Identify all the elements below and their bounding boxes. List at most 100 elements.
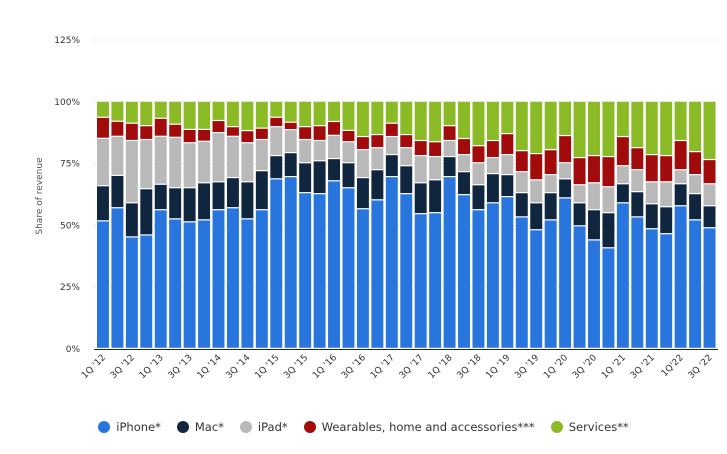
bar-segment-iphone[interactable] [183,222,196,348]
bar-segment-ipad[interactable] [111,136,124,175]
bar-segment-iphone[interactable] [342,188,355,348]
bar-segment-wearables-home-and-accessories[interactable] [97,117,109,138]
bar-segment-wearables-home-and-accessories[interactable] [400,135,413,148]
bar-segment-iphone[interactable] [212,210,225,348]
bar-segment-wearables-home-and-accessories[interactable] [342,130,355,142]
bar-segment-mac[interactable] [602,213,615,248]
bar-segment-wearables-home-and-accessories[interactable] [198,129,211,141]
bar-segment-services[interactable] [486,101,499,140]
bar-segment-iphone[interactable] [458,195,470,348]
bar-segment-ipad[interactable] [342,142,355,163]
bar-segment-ipad[interactable] [674,170,687,184]
bar-segment-iphone[interactable] [385,177,398,348]
bar-segment-ipad[interactable] [241,143,254,182]
bar-segment-services[interactable] [501,101,514,133]
bar-segment-wearables-home-and-accessories[interactable] [125,123,138,140]
bar-segment-ipad[interactable] [198,141,211,183]
bar-segment-mac[interactable] [299,163,312,193]
bar-segment-wearables-home-and-accessories[interactable] [573,158,586,185]
bar-segment-services[interactable] [342,101,355,130]
bar-segment-iphone[interactable] [573,226,586,348]
bar-segment-services[interactable] [111,101,124,121]
bar-segment-iphone[interactable] [140,235,153,348]
bar-segment-iphone[interactable] [414,214,427,348]
bar-segment-ipad[interactable] [154,136,167,184]
bar-segment-ipad[interactable] [602,187,615,213]
bar-segment-ipad[interactable] [414,156,427,183]
bar-segment-ipad[interactable] [501,155,514,175]
bar-segment-ipad[interactable] [515,172,528,193]
bar-segment-iphone[interactable] [371,200,384,348]
bar-segment-ipad[interactable] [458,155,470,172]
bar-segment-iphone[interactable] [97,221,109,348]
bar-segment-services[interactable] [212,101,225,120]
bar-segment-iphone[interactable] [645,229,658,348]
bar-segment-wearables-home-and-accessories[interactable] [631,148,644,170]
bar-segment-iphone[interactable] [501,197,514,348]
bar-segment-wearables-home-and-accessories[interactable] [486,141,499,157]
bar-segment-services[interactable] [544,101,557,150]
bar-segment-wearables-home-and-accessories[interactable] [616,137,629,166]
bar-segment-iphone[interactable] [255,210,268,348]
bar-segment-services[interactable] [125,101,138,123]
bar-segment-iphone[interactable] [356,209,369,348]
bar-segment-wearables-home-and-accessories[interactable] [429,142,442,156]
bar-segment-services[interactable] [154,101,167,118]
bar-segment-iphone[interactable] [169,219,182,348]
bar-segment-mac[interactable] [371,170,384,200]
bar-segment-wearables-home-and-accessories[interactable] [660,156,673,182]
bar-segment-mac[interactable] [515,193,528,217]
bar-segment-ipad[interactable] [226,136,239,177]
bar-segment-wearables-home-and-accessories[interactable] [284,122,297,130]
bar-segment-mac[interactable] [429,180,442,213]
bar-segment-wearables-home-and-accessories[interactable] [458,139,470,154]
bar-segment-wearables-home-and-accessories[interactable] [674,141,687,170]
bar-segment-mac[interactable] [689,194,702,220]
bar-segment-ipad[interactable] [125,141,138,203]
bar-segment-ipad[interactable] [400,148,413,166]
bar-segment-iphone[interactable] [689,220,702,348]
bar-segment-wearables-home-and-accessories[interactable] [414,141,427,155]
bar-segment-wearables-home-and-accessories[interactable] [140,126,153,139]
bar-segment-services[interactable] [515,101,528,151]
bar-segment-ipad[interactable] [356,150,369,177]
bar-segment-mac[interactable] [212,182,225,210]
bar-segment-wearables-home-and-accessories[interactable] [183,129,196,143]
bar-segment-wearables-home-and-accessories[interactable] [212,121,225,132]
bar-segment-services[interactable] [472,101,485,146]
bar-segment-services[interactable] [371,101,384,134]
bar-segment-iphone[interactable] [284,177,297,348]
bar-segment-mac[interactable] [198,183,211,220]
bar-segment-wearables-home-and-accessories[interactable] [328,122,341,135]
bar-segment-mac[interactable] [616,184,629,203]
bar-segment-mac[interactable] [284,153,297,176]
bar-segment-ipad[interactable] [645,182,658,204]
bar-segment-services[interactable] [414,101,427,140]
bar-segment-wearables-home-and-accessories[interactable] [515,151,528,172]
bar-segment-ipad[interactable] [371,148,384,170]
bar-segment-iphone[interactable] [241,219,254,348]
bar-segment-mac[interactable] [342,163,355,188]
bar-segment-mac[interactable] [255,171,268,210]
bar-segment-iphone[interactable] [674,206,687,348]
bar-segment-iphone[interactable] [588,240,600,348]
bar-segment-mac[interactable] [631,192,644,217]
bar-segment-iphone[interactable] [328,181,341,348]
bar-segment-iphone[interactable] [125,237,138,348]
bar-segment-wearables-home-and-accessories[interactable] [645,155,658,182]
bar-segment-mac[interactable] [588,210,600,240]
bar-segment-wearables-home-and-accessories[interactable] [154,118,167,136]
bar-segment-mac[interactable] [183,188,196,222]
bar-segment-ipad[interactable] [140,140,153,189]
bar-segment-ipad[interactable] [486,158,499,174]
bar-segment-ipad[interactable] [169,137,182,188]
bar-segment-services[interactable] [660,101,673,155]
bar-segment-services[interactable] [284,101,297,122]
bar-segment-iphone[interactable] [703,228,716,348]
legend-item[interactable]: iPad* [239,420,288,434]
bar-segment-iphone[interactable] [198,220,211,348]
bar-segment-services[interactable] [689,101,702,152]
bar-segment-wearables-home-and-accessories[interactable] [270,117,283,127]
bar-segment-mac[interactable] [660,207,673,234]
bar-segment-services[interactable] [255,101,268,128]
